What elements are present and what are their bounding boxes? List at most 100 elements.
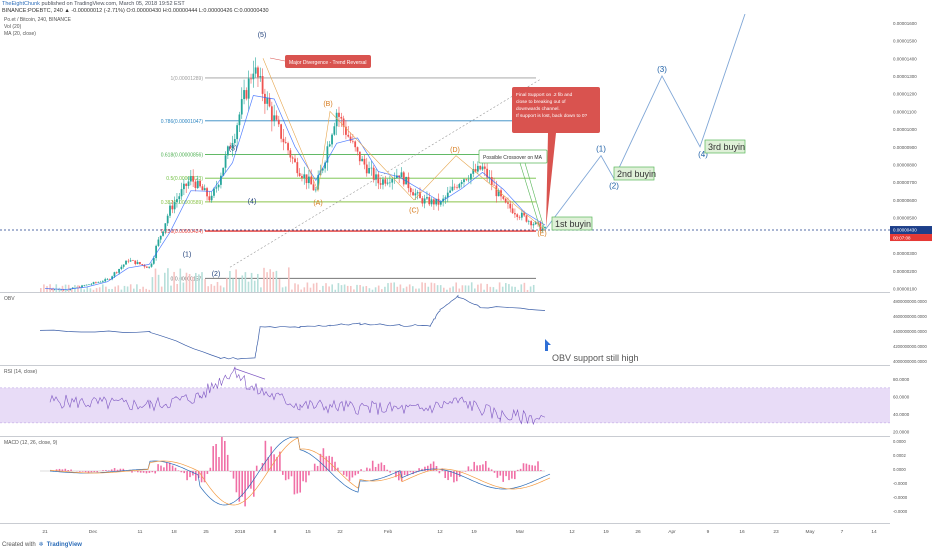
- crossover-pointer-2: [524, 162, 545, 229]
- rsi-pane[interactable]: RSI (14, close): [0, 366, 890, 437]
- wave-label-w2: (2): [212, 271, 221, 278]
- candle-body: [173, 202, 176, 210]
- obv-tick-3: 4200000000.0000: [893, 344, 927, 349]
- macd-hist-bar: [224, 440, 226, 471]
- volume-bar: [173, 271, 175, 292]
- macd-hist-bar: [467, 466, 470, 471]
- time-tick-16: Apr: [668, 529, 676, 535]
- author-link[interactable]: TheEightChunk: [2, 1, 40, 7]
- candle-body: [264, 93, 266, 104]
- crossover-callout-text: Possible Crossover on MA: [483, 155, 543, 161]
- time-axis[interactable]: 21 Dec 11 18 25 2018 8 15 22 Feb 12 19 Mar 12 19 26 Apr 9…: [0, 524, 890, 536]
- volume-bar: [498, 282, 501, 292]
- rsi-line: [49, 366, 546, 426]
- macd-hist-bar: [403, 471, 406, 476]
- price-axis[interactable]: 0.00001600 0.00001500 0.00001400 0.00001300…: [890, 14, 932, 292]
- macd-hist-bar: [447, 471, 449, 481]
- macd-hist-bar: [386, 469, 388, 471]
- volume-bar: [117, 285, 120, 292]
- candle-body: [532, 224, 535, 226]
- volume-bar: [387, 283, 389, 292]
- macd-hist-bar: [456, 471, 458, 482]
- wave-label-wD: (D): [450, 147, 460, 154]
- volume-bar: [176, 283, 178, 292]
- time-tick-22: 14: [871, 529, 877, 535]
- macd-hist-bar: [360, 469, 362, 471]
- macd-hist-bar: [322, 448, 325, 471]
- rsi-chart[interactable]: [0, 366, 890, 436]
- macd-hist-bar: [458, 471, 461, 477]
- macd-hist-bar: [55, 469, 58, 471]
- volume-bar: [145, 288, 147, 292]
- macd-tick-1: 0.0002: [893, 453, 906, 458]
- candle-body: [213, 188, 215, 196]
- volume-bar: [95, 288, 98, 292]
- obv-chart[interactable]: OBV support still high: [0, 293, 890, 365]
- volume-bar: [269, 269, 271, 292]
- macd-hist-bar: [148, 471, 151, 473]
- volume-bar: [511, 286, 513, 292]
- macd-hist-bar: [290, 471, 293, 477]
- volume-bar: [247, 281, 250, 292]
- price-tick-5: 0.00001100: [893, 109, 917, 114]
- volume-bar: [526, 289, 529, 292]
- ohlc-line: BINANCE:POEBTC, 240 ▲ -0.00000012 (-2.71…: [2, 8, 269, 14]
- macd-hist-bar: [157, 464, 159, 471]
- volume-bar: [92, 289, 95, 292]
- macd-hist-bar: [215, 443, 217, 471]
- volume-bar: [436, 285, 439, 292]
- volume-bar: [284, 286, 287, 292]
- macd-hist-bar: [287, 471, 290, 480]
- candle-body: [481, 166, 484, 170]
- volume-bar: [315, 282, 318, 292]
- time-tick-3: 18: [171, 529, 177, 535]
- price-pane[interactable]: Po.et / Bitcoin, 240, BINANCE Vol (20) M…: [0, 14, 890, 293]
- volume-bar: [520, 284, 523, 292]
- candle-body: [222, 167, 225, 176]
- volume-bar: [486, 283, 488, 292]
- macd-hist-bar: [206, 471, 209, 474]
- macd-hist-bar: [255, 465, 258, 471]
- obv-pane[interactable]: OBV OBV support still high: [0, 293, 890, 366]
- macd-pane[interactable]: MACD (12, 26, close, 9): [0, 437, 890, 524]
- candle-body: [414, 193, 417, 196]
- obv-axis[interactable]: 4800000000.0000 4600000000.0000 4400000000…: [890, 293, 932, 365]
- wave-label-wE: (E): [537, 230, 546, 237]
- support-callout-line-2: downwards channel.: [516, 106, 560, 112]
- obv-tick-4: 4000000000.0000: [893, 359, 927, 364]
- candle-body: [145, 266, 148, 268]
- candle-body: [463, 179, 465, 183]
- volume-bar: [136, 284, 138, 292]
- macd-axis[interactable]: 0.0000 0.0002 0.0000 -0.0000 -0.0000 -0.0000: [890, 437, 932, 523]
- macd-hist-bar: [64, 468, 67, 471]
- candle-body: [104, 279, 107, 282]
- tradingview-brand[interactable]: TradingView: [46, 541, 82, 548]
- rsi-axis[interactable]: 80.0000 60.0000 40.0000 20.0000: [890, 366, 932, 436]
- support-callout-line-1: close to breaking out of: [516, 99, 566, 105]
- macd-hist-bar: [522, 463, 525, 471]
- candle-body: [372, 167, 375, 180]
- candle-body: [224, 155, 227, 168]
- candle-body: [169, 205, 171, 216]
- volume-bar: [365, 286, 368, 292]
- volume-bar: [151, 277, 154, 292]
- time-tick-18: 16: [739, 529, 745, 535]
- candle-body: [273, 115, 276, 122]
- candle-body: [426, 197, 428, 199]
- macd-hist-bar: [398, 471, 400, 481]
- candle-body: [328, 144, 331, 147]
- macd-chart[interactable]: [0, 437, 890, 523]
- volume-bar: [111, 288, 113, 292]
- ma-legend: MA (20, close): [4, 31, 36, 37]
- macd-hist-bar: [511, 471, 513, 479]
- macd-hist-bar: [203, 471, 206, 483]
- candle-body: [442, 198, 445, 202]
- price-chart[interactable]: 1(0.00001289) 0.786(0.00001047) 0.618(0.00…: [0, 14, 890, 292]
- candle-body: [291, 157, 294, 159]
- macd-hist-bar: [531, 465, 533, 471]
- candle-body: [391, 178, 394, 183]
- candle-body: [238, 114, 241, 126]
- candle-body: [449, 190, 451, 193]
- volume-bar: [260, 287, 262, 292]
- candle-body: [395, 175, 398, 179]
